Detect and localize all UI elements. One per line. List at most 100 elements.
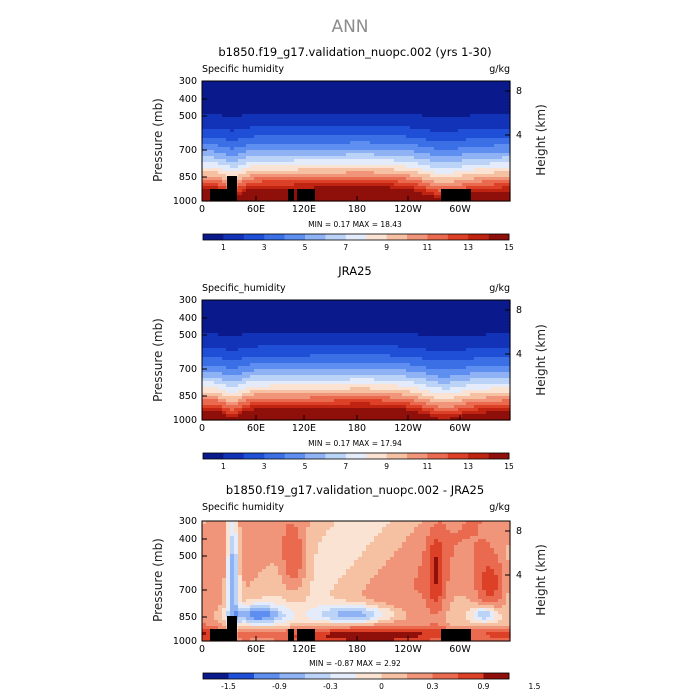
field-cell: [290, 360, 295, 364]
field-cell: [462, 153, 467, 157]
field-cell: [290, 93, 295, 97]
field-cell: [342, 123, 347, 127]
field-cell: [426, 132, 431, 136]
field-cell: [314, 192, 319, 196]
field-cell: [466, 354, 471, 358]
field-cell: [402, 195, 407, 199]
field-cell: [234, 153, 239, 157]
field-cell: [254, 99, 259, 103]
field-cell: [326, 159, 331, 163]
field-cell: [338, 360, 343, 364]
field-cell: [338, 369, 343, 373]
field-cell: [342, 195, 347, 199]
field-cell: [498, 99, 503, 103]
field-cell: [290, 117, 295, 121]
field-cell: [354, 84, 359, 88]
field-cell: [454, 369, 459, 373]
field-cell: [354, 192, 359, 196]
field-cell: [422, 120, 427, 124]
field-cell: [398, 132, 403, 136]
field-cell: [446, 357, 451, 361]
field-cell: [350, 117, 355, 121]
field-cell: [314, 189, 319, 193]
field-cell: [430, 84, 435, 88]
field-cell: [226, 333, 231, 337]
field-cell: [458, 324, 463, 328]
field-cell: [362, 189, 367, 193]
field-cell: [314, 354, 319, 358]
field-cell: [202, 117, 207, 121]
field-cell: [230, 318, 235, 322]
field-cell: [450, 168, 455, 172]
field-cell: [222, 114, 227, 118]
field-cell: [282, 114, 287, 118]
field-cell: [466, 357, 471, 361]
field-cell: [466, 330, 471, 334]
field-cell: [202, 321, 207, 325]
field-cell: [314, 345, 319, 349]
field-cell: [246, 171, 251, 175]
field-cell: [282, 174, 287, 178]
field-cell: [290, 147, 295, 151]
field-cell: [222, 300, 227, 304]
field-cell: [254, 132, 259, 136]
field-cell: [278, 111, 283, 115]
field-cell: [342, 360, 347, 364]
field-cell: [234, 303, 239, 307]
field-cell: [374, 177, 379, 181]
field-cell: [314, 318, 319, 322]
field-cell: [234, 174, 239, 178]
field-cell: [498, 195, 503, 199]
field-cell: [378, 159, 383, 163]
field-cell: [374, 165, 379, 169]
field-cell: [494, 177, 499, 181]
field-cell: [250, 300, 255, 304]
field-cell: [310, 339, 315, 343]
field-cell: [446, 138, 451, 142]
field-cell: [418, 348, 423, 352]
field-cell: [370, 354, 375, 358]
field-cell: [342, 183, 347, 187]
field-cell: [458, 168, 463, 172]
field-cell: [318, 114, 323, 118]
field-cell: [418, 132, 423, 136]
field-cell: [306, 339, 311, 343]
field-cell: [474, 363, 479, 367]
field-cell: [498, 87, 503, 91]
field-cell: [318, 183, 323, 187]
field-cell: [370, 333, 375, 337]
field-cell: [322, 318, 327, 322]
field-cell: [506, 108, 511, 112]
field-cell: [226, 102, 231, 106]
field-cell: [370, 330, 375, 334]
field-cell: [290, 348, 295, 352]
field-cell: [278, 198, 283, 202]
field-cell: [390, 336, 395, 340]
field-cell: [406, 315, 411, 319]
field-cell: [250, 318, 255, 322]
field-cell: [450, 135, 455, 139]
field-cell: [286, 369, 291, 373]
field-cell: [442, 303, 447, 307]
field-cell: [286, 138, 291, 142]
field-cell: [478, 165, 483, 169]
field-cell: [430, 192, 435, 196]
field-cell: [450, 180, 455, 184]
field-cell: [450, 177, 455, 181]
field-cell: [334, 348, 339, 352]
field-cell: [290, 354, 295, 358]
field-cell: [402, 348, 407, 352]
field-cell: [290, 180, 295, 184]
field-cell: [430, 357, 435, 361]
field-cell: [370, 159, 375, 163]
field-cell: [490, 147, 495, 151]
field-cell: [462, 123, 467, 127]
field-cell: [354, 120, 359, 124]
field-cell: [498, 168, 503, 172]
field-cell: [330, 303, 335, 307]
field-cell: [466, 348, 471, 352]
field-cell: [498, 351, 503, 355]
field-cell: [266, 318, 271, 322]
field-cell: [306, 84, 311, 88]
field-cell: [286, 309, 291, 313]
